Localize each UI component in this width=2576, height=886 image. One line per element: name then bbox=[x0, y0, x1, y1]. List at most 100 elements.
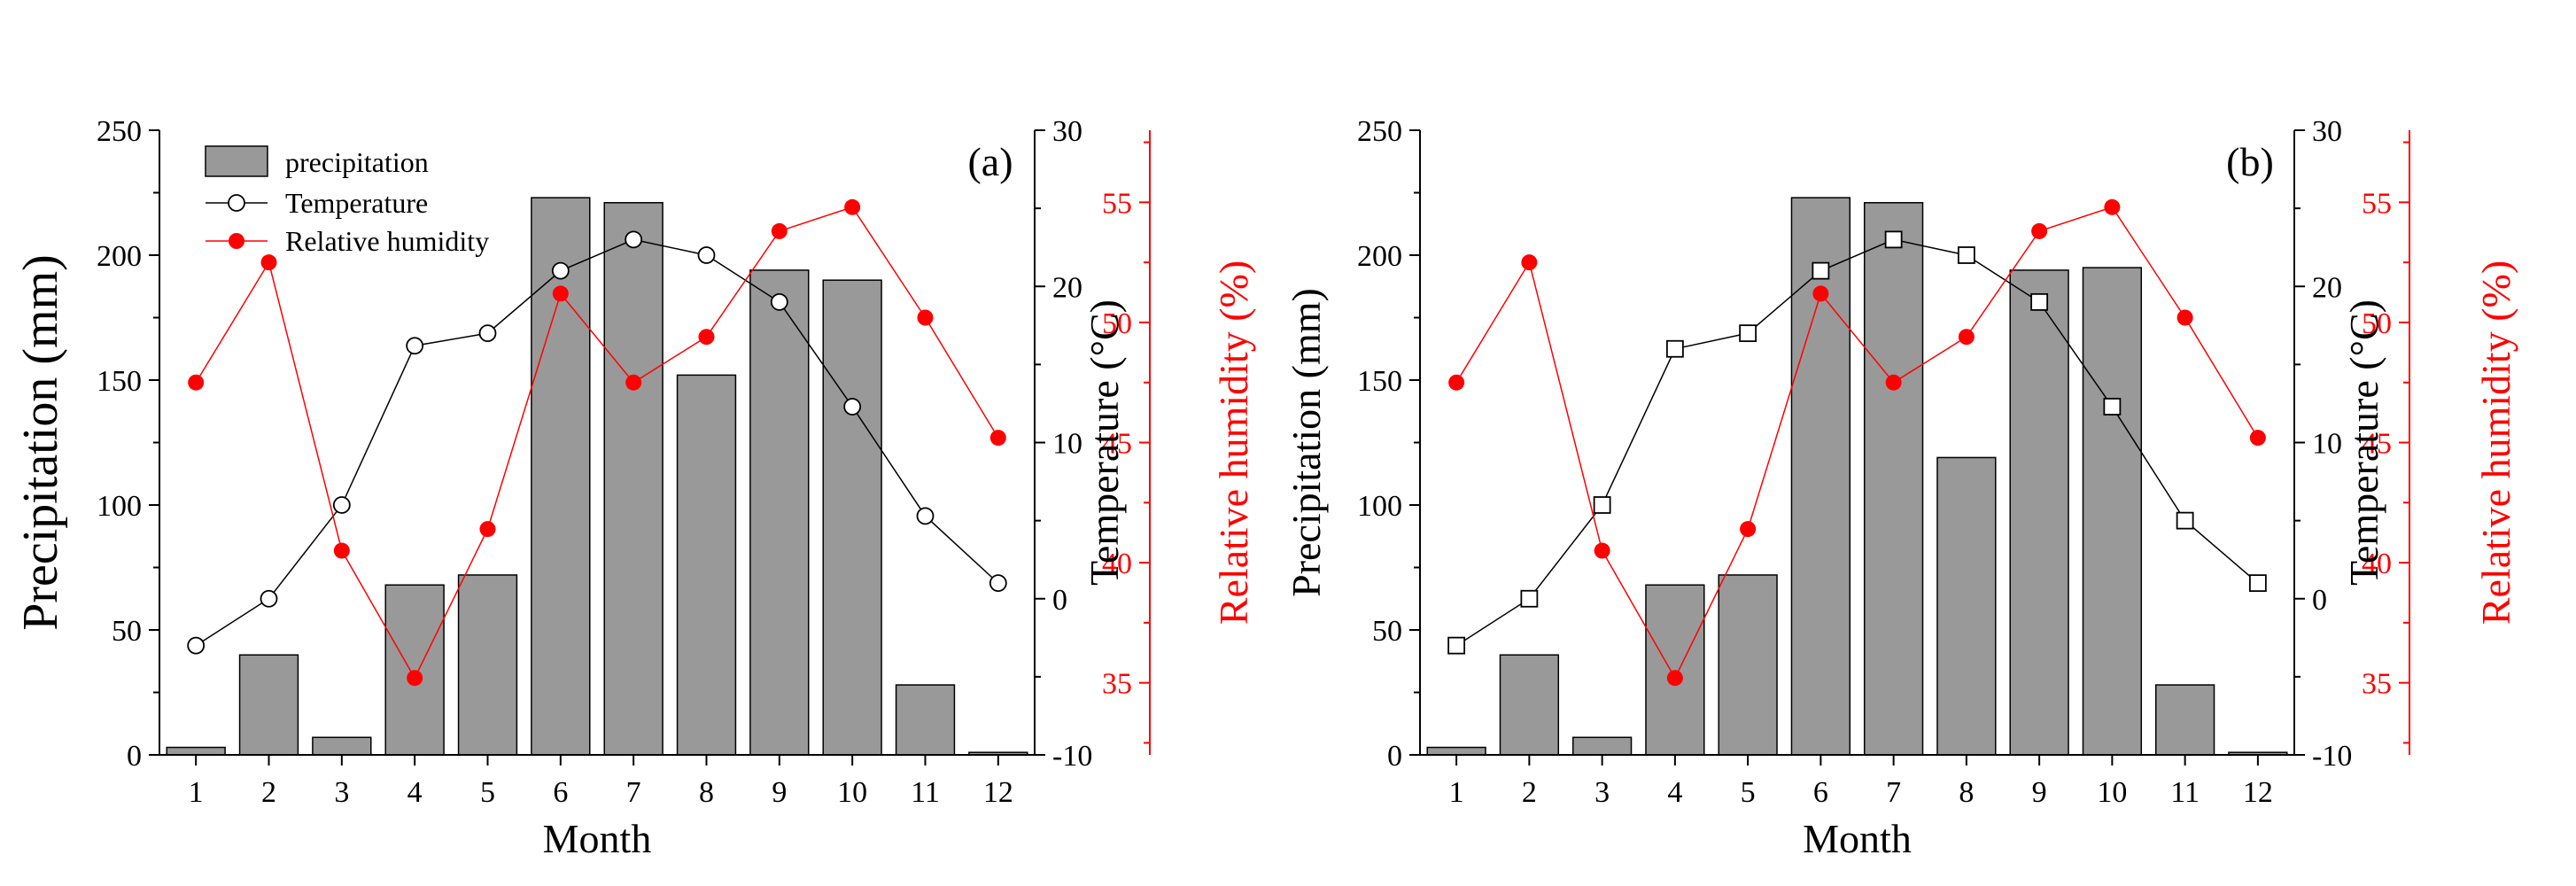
humidity-marker bbox=[1594, 542, 1610, 559]
month-tick-label: 5 bbox=[480, 776, 495, 809]
humidity-line bbox=[1455, 206, 2259, 680]
humidity-marker bbox=[1666, 670, 1683, 687]
month-tick-label: 1 bbox=[189, 776, 204, 809]
temperature-marker bbox=[2103, 398, 2122, 416]
month-tick-label: 6 bbox=[1813, 776, 1828, 809]
month-tick-label: 3 bbox=[334, 776, 349, 809]
humidity-tick-label: 45 bbox=[2362, 428, 2392, 461]
precipitation-tick-label: 100 bbox=[97, 490, 142, 523]
month-tick-label: 12 bbox=[2243, 776, 2273, 809]
precipitation-bar bbox=[2009, 269, 2069, 756]
precipitation-bar bbox=[531, 197, 591, 756]
month-tick-label: 9 bbox=[2032, 776, 2047, 809]
humidity-marker bbox=[698, 329, 715, 346]
humidity-marker bbox=[2104, 198, 2121, 215]
month-tick-label: 12 bbox=[983, 776, 1013, 809]
temperature-marker bbox=[843, 398, 862, 416]
month-tick-label: 1 bbox=[1449, 776, 1464, 809]
temperature-axis-title: Temperature (°C) bbox=[2341, 299, 2386, 586]
temperature-marker bbox=[1593, 496, 1611, 514]
temperature-marker bbox=[187, 636, 206, 655]
temperature-marker bbox=[1739, 324, 1757, 343]
temperature-marker bbox=[625, 230, 643, 249]
temperature-marker bbox=[2176, 511, 2194, 530]
panel-label: (a) bbox=[967, 139, 1013, 184]
humidity-marker bbox=[1812, 285, 1829, 302]
precipitation-tick-label: 0 bbox=[127, 740, 142, 773]
humidity-tick-label: 40 bbox=[2362, 548, 2392, 580]
temperature-tick-label: 20 bbox=[2312, 271, 2342, 304]
humidity-marker bbox=[260, 254, 277, 271]
month-tick-label: 2 bbox=[261, 776, 276, 809]
month-tick-label: 11 bbox=[2170, 776, 2200, 809]
precipitation-tick-label: 150 bbox=[1357, 365, 1402, 398]
month-tick-label: 8 bbox=[699, 776, 714, 809]
humidity-tick-label: 45 bbox=[1102, 428, 1132, 461]
month-tick-label: 9 bbox=[772, 776, 787, 809]
humidity-marker bbox=[989, 430, 1006, 447]
precipitation-bar bbox=[1863, 202, 1924, 756]
precipitation-bar bbox=[1645, 584, 1705, 756]
x-axis-title: Month bbox=[543, 816, 652, 861]
month-tick-label: 4 bbox=[407, 776, 423, 809]
x-axis-title: Month bbox=[1803, 816, 1912, 861]
legend-swatch-humidity-marker bbox=[229, 233, 244, 249]
month-tick-label: 7 bbox=[626, 776, 641, 809]
month-tick-label: 4 bbox=[1667, 776, 1682, 809]
humidity-tick-label: 55 bbox=[2362, 187, 2392, 220]
humidity-marker bbox=[2031, 222, 2048, 239]
humidity-marker bbox=[1885, 374, 1902, 391]
temperature-tick-label: 20 bbox=[1052, 271, 1082, 304]
temperature-marker bbox=[1520, 589, 1539, 608]
precipitation-bar bbox=[822, 279, 882, 756]
month-tick-label: 11 bbox=[911, 776, 940, 809]
precipitation-bar bbox=[1499, 654, 1560, 756]
precipitation-bar bbox=[2154, 684, 2215, 756]
precipitation-tick-label: 50 bbox=[1372, 615, 1402, 648]
temperature-marker bbox=[989, 574, 1007, 593]
precipitation-tick-label: 250 bbox=[1357, 115, 1402, 148]
temperature-tick-label: -10 bbox=[2312, 740, 2352, 773]
temperature-tick-label: 30 bbox=[2312, 115, 2342, 148]
temperature-line bbox=[1455, 238, 2259, 647]
temperature-tick-label: 0 bbox=[2312, 584, 2327, 617]
humidity-marker bbox=[1448, 374, 1465, 391]
humidity-marker bbox=[771, 222, 788, 239]
humidity-marker bbox=[625, 374, 642, 391]
temperature-marker bbox=[260, 589, 278, 608]
humidity-marker bbox=[188, 374, 205, 391]
humidity-tick-label: 35 bbox=[2362, 668, 2392, 701]
temperature-marker bbox=[916, 507, 935, 525]
month-tick-label: 6 bbox=[553, 776, 568, 809]
temperature-tick-label: 10 bbox=[2312, 428, 2342, 461]
precipitation-bar bbox=[1718, 574, 1778, 756]
humidity-axis-title: Relative humidity (%) bbox=[2473, 260, 2518, 625]
precipitation-tick-label: 150 bbox=[97, 365, 142, 398]
humidity-marker bbox=[844, 198, 861, 215]
precipitation-bar bbox=[1571, 736, 1633, 756]
temperature-tick-label: 30 bbox=[1052, 115, 1082, 148]
humidity-tick-label: 40 bbox=[1102, 548, 1132, 580]
month-tick-label: 8 bbox=[1959, 776, 1974, 809]
month-tick-label: 5 bbox=[1741, 776, 1756, 809]
humidity-tick-label: 50 bbox=[1102, 307, 1132, 340]
humidity-marker bbox=[407, 670, 423, 687]
legend: precipitation Temperature Relative humidit… bbox=[205, 145, 489, 257]
precipitation-bar bbox=[1790, 197, 1851, 756]
precipitation-bar bbox=[166, 746, 226, 756]
precipitation-bar bbox=[895, 684, 956, 756]
humidity-marker bbox=[333, 542, 350, 559]
precipitation-bar bbox=[1426, 746, 1486, 756]
humidity-marker bbox=[552, 285, 569, 302]
precipitation-tick-label: 200 bbox=[1357, 240, 1402, 273]
precipitation-axis-title: Precipitation (mm) bbox=[1284, 288, 1329, 597]
humidity-marker bbox=[2176, 309, 2193, 326]
legend-label: Temperature bbox=[285, 187, 428, 219]
legend-label: Relative humidity bbox=[285, 225, 489, 257]
humidity-marker bbox=[2249, 430, 2266, 447]
legend-swatch-precipitation bbox=[205, 145, 268, 177]
temperature-marker bbox=[1957, 246, 1975, 264]
precipitation-bar bbox=[384, 584, 445, 756]
